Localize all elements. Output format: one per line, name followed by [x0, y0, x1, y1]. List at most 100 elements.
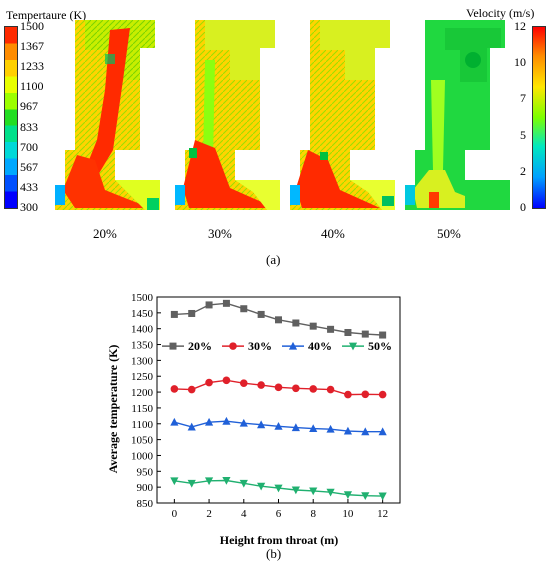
contour-case-50	[405, 20, 510, 210]
legend-marker	[288, 341, 298, 350]
x-tick-label: 8	[310, 508, 316, 520]
chart-series	[170, 299, 387, 501]
data-point	[170, 310, 178, 318]
legend-marker	[229, 342, 237, 350]
data-point	[170, 477, 179, 486]
data-point	[187, 479, 196, 488]
data-point	[326, 385, 335, 394]
series-20%	[170, 299, 387, 339]
data-point	[239, 379, 248, 388]
y-tick-label: 900	[137, 482, 154, 494]
data-point	[378, 390, 387, 399]
y-tick-label: 1450	[131, 308, 154, 320]
y-tick-label: 1350	[131, 340, 154, 352]
data-point	[257, 482, 266, 491]
data-point	[205, 301, 213, 309]
case-label-40: 40%	[321, 226, 345, 241]
legend-item: 40%	[282, 339, 332, 353]
y-tick-label: 850	[137, 498, 154, 510]
data-point	[257, 381, 265, 389]
data-point	[378, 427, 387, 436]
plot-frame	[156, 296, 401, 504]
velocity-tick-label: 12	[514, 19, 526, 33]
velocity-tick-label: 7	[520, 91, 526, 106]
series-50%	[170, 476, 387, 501]
chart-legend: 20% 30% 40% 50%	[162, 339, 392, 353]
temperature-colorbar	[4, 26, 18, 209]
data-point	[239, 418, 248, 427]
temperature-tick-label: 833	[20, 119, 38, 134]
data-point	[188, 309, 196, 317]
legend-marker	[348, 342, 358, 351]
temperature-tick-label: 1500	[20, 19, 44, 33]
y-tick-label: 1150	[131, 403, 153, 415]
data-point	[205, 378, 213, 387]
data-point	[326, 488, 335, 497]
legend-label: 30%	[248, 339, 272, 353]
velocity-tick-label: 5	[520, 127, 526, 142]
legend-label: 40%	[308, 339, 332, 353]
x-tick-label: 2	[206, 508, 212, 520]
velocity-tick-label: 2	[520, 163, 526, 178]
temperature-tick-label: 567	[20, 159, 38, 174]
data-point	[187, 422, 196, 431]
data-point	[309, 424, 318, 433]
y-axis-label: Average temperature (K)	[106, 345, 120, 474]
data-point	[275, 316, 282, 324]
data-point	[240, 305, 248, 313]
data-point	[222, 476, 231, 485]
velocity-legend-title: Velocity (m/s)	[466, 6, 535, 20]
data-point	[309, 487, 318, 496]
data-point	[344, 328, 352, 336]
velocity-tick-label: 10	[514, 55, 526, 70]
x-tick-label: 10	[342, 508, 354, 520]
data-point	[257, 420, 266, 429]
data-point	[274, 422, 283, 430]
x-tick-label: 4	[241, 508, 247, 520]
legend-item: 20%	[162, 339, 212, 353]
data-point	[292, 384, 300, 393]
temperature-tick-label: 967	[20, 99, 38, 114]
y-tick-label: 1200	[131, 387, 154, 399]
data-point	[292, 319, 300, 327]
y-tick-label: 1000	[131, 450, 154, 462]
case-label-30: 30%	[208, 226, 232, 241]
panel-a: Tempertaure (K) 1500 1367 1233 1100 967 833 70…	[0, 0, 550, 267]
data-point	[274, 383, 283, 392]
data-point	[291, 423, 300, 432]
data-point	[378, 492, 387, 501]
data-point	[204, 417, 214, 426]
data-point	[327, 325, 335, 333]
x-tick-label: 0	[172, 508, 178, 520]
data-point	[361, 492, 370, 501]
data-point	[222, 376, 231, 385]
data-point	[309, 385, 318, 393]
y-tick-label: 1400	[131, 324, 154, 336]
data-point	[344, 390, 352, 399]
data-point	[239, 479, 248, 488]
legend-marker	[169, 342, 177, 350]
data-point	[291, 486, 300, 495]
temperature-tick-label: 1367	[20, 39, 44, 54]
data-point	[361, 427, 370, 436]
temperature-tick-label: 1100	[20, 79, 44, 94]
data-point	[326, 424, 335, 433]
x-tick-label: 6	[276, 508, 282, 520]
velocity-colorbar	[532, 26, 546, 209]
data-point	[170, 417, 179, 426]
x-tick-label: 12	[377, 508, 388, 520]
y-tick-label: 1100	[131, 419, 153, 431]
panel-label-b: (b)	[266, 546, 282, 561]
x-axis-label: Height from throat (m)	[220, 533, 339, 547]
data-point	[222, 299, 230, 307]
legend-item: 30%	[222, 339, 272, 353]
temperature-tick-label: 700	[20, 139, 38, 154]
temperature-legend-title: Tempertaure (K)	[6, 8, 87, 22]
chart-axes: 0 2 4 6 8 10 12 850 900 950 1000 1050 1100 1150 1200 12…	[131, 292, 401, 520]
panel-label-a: (a)	[266, 252, 281, 267]
velocity-tick-label: 0	[520, 200, 526, 214]
temperature-tick-label: 300	[20, 200, 38, 214]
legend-label: 20%	[188, 339, 212, 353]
data-point	[379, 331, 387, 339]
y-tick-label: 1050	[131, 435, 154, 447]
